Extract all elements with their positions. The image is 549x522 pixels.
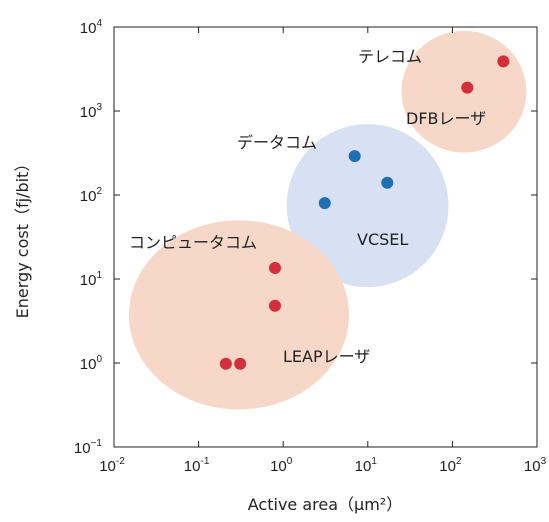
axis-ticks: 10-2 10-1 100 101 102 103 10−1 100 101 102 103 104 <box>74 18 547 475</box>
label-dfb: DFBレーザ <box>406 109 486 128</box>
x-tick-label-3: 101 <box>355 456 378 475</box>
point-computercom-1 <box>269 299 282 312</box>
y-tick-label-2: 101 <box>80 270 103 289</box>
y-axis-label: Energy cost（fj/bit） <box>13 156 32 319</box>
y-tick-label-0: 10−1 <box>74 438 103 457</box>
label-computercom: コンピュータコム <box>129 233 257 252</box>
x-tick-label-1: 10-1 <box>184 456 210 475</box>
point-leap-0 <box>219 357 232 370</box>
x-tick-label-0: 10-2 <box>99 456 125 475</box>
label-telecom: テレコム <box>358 47 422 66</box>
y-tick-label-1: 100 <box>80 354 103 373</box>
x-tick-label-4: 102 <box>439 456 462 475</box>
point-computercom-0 <box>269 262 282 275</box>
point-datacom-0 <box>318 197 331 210</box>
highlight-regions <box>128 30 527 410</box>
label-leap: LEAPレーザ <box>283 347 370 366</box>
y-tick-label-3: 102 <box>80 186 103 205</box>
x-tick-label-2: 100 <box>270 456 293 475</box>
y-tick-label-5: 104 <box>80 18 103 37</box>
data-points <box>219 55 510 370</box>
x-axis-label: Active area（μm²） <box>248 495 402 514</box>
region-datacom <box>286 124 449 288</box>
point-datacom-2 <box>381 176 394 189</box>
x-tick-label-5: 103 <box>524 456 547 475</box>
y-tick-label-4: 103 <box>80 102 103 121</box>
point-telecom-1 <box>497 55 510 68</box>
region-computercom <box>128 220 350 410</box>
plot-frame <box>113 26 538 448</box>
label-vcsel: VCSEL <box>357 230 408 249</box>
point-datacom-1 <box>348 150 361 163</box>
point-leap-1 <box>234 357 247 370</box>
point-telecom-0 <box>461 81 474 94</box>
label-datacom: データコム <box>237 133 317 152</box>
